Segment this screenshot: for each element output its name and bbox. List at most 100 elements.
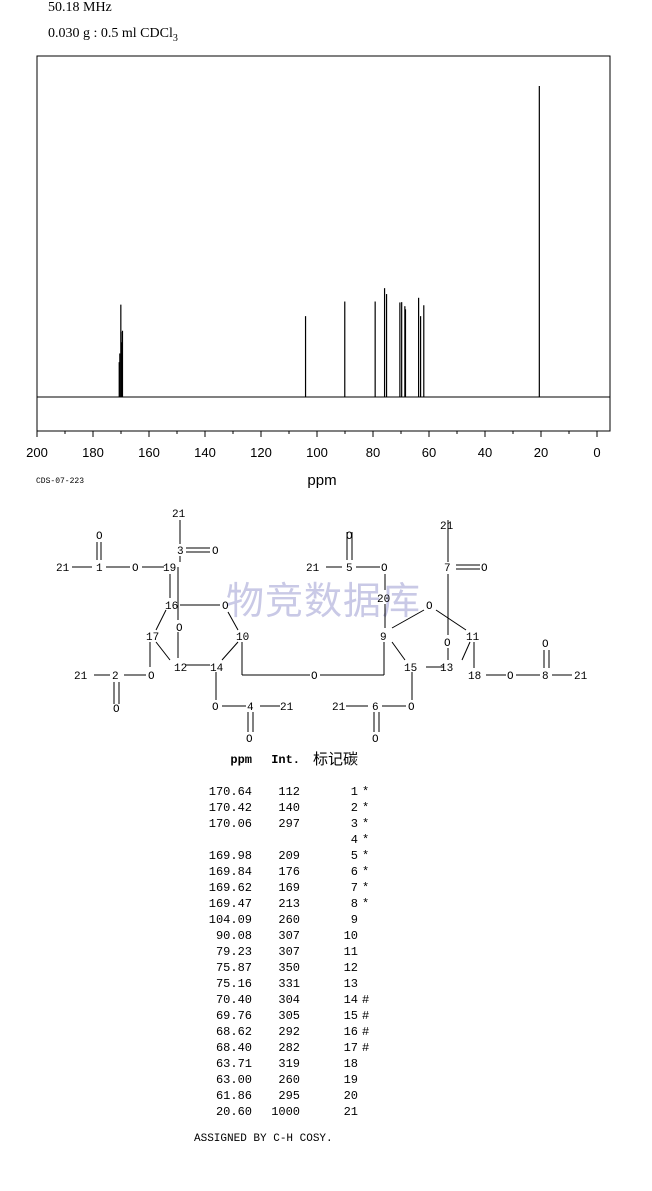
table-row: 104.09 260 9 xyxy=(196,912,382,928)
cell-int: 260 xyxy=(278,1073,300,1087)
sample-label: 0.030 g : 0.5 ml CDCl3 xyxy=(48,26,178,44)
table-row: 170.06 297 3 * xyxy=(196,816,382,832)
cell-int: 169 xyxy=(278,881,300,895)
atom-16: 16 xyxy=(165,601,178,613)
x-tick-label: 0 xyxy=(593,445,600,460)
atom-9: 9 xyxy=(380,632,387,644)
cell-ppm: 170.06 xyxy=(208,817,252,831)
atom-6: 6 xyxy=(372,702,379,714)
table-row: 170.42 140 2 * xyxy=(196,800,382,816)
atom-13: 13 xyxy=(440,663,453,675)
peak-rows: 170.64 112 1 * 170.42 140 2 * 170.06 297 3 * 4 * 169.9… xyxy=(196,784,382,1120)
cell-int: 295 xyxy=(278,1089,300,1103)
cell-mark xyxy=(358,912,382,928)
cell-ppm: 63.71 xyxy=(215,1057,252,1071)
table-row: 69.76 305 15 # xyxy=(196,1008,382,1024)
atom-o: O xyxy=(507,671,514,683)
cell-ppm: 79.23 xyxy=(215,945,252,959)
atom-o: O xyxy=(346,531,353,543)
atom-o: O xyxy=(212,702,219,714)
atom-2: 2 xyxy=(112,671,119,683)
cell-mark xyxy=(358,1056,382,1072)
table-row: 169.62 169 7 * xyxy=(196,880,382,896)
cell-ppm: 169.62 xyxy=(208,881,252,895)
cell-carbon: 2 xyxy=(350,801,358,815)
cell-mark: # xyxy=(362,1009,370,1023)
cell-int: 307 xyxy=(278,929,300,943)
atom-3: 3 xyxy=(177,546,184,558)
cell-carbon: 17 xyxy=(343,1041,358,1055)
nmr-spectrum-chart: 200 180 160 140 120 100 80 60 40 20 0 ppm CDS-07-2… xyxy=(26,55,611,489)
atom-10: 10 xyxy=(236,632,249,644)
cell-int: 1000 xyxy=(271,1105,300,1119)
atom-o: O xyxy=(311,671,318,683)
cell-ppm: 61.86 xyxy=(215,1089,252,1103)
cell-carbon: 9 xyxy=(350,913,358,927)
atom-21: 21 xyxy=(172,509,186,521)
atom-o: O xyxy=(132,563,139,575)
atom-21: 21 xyxy=(306,563,320,575)
x-tick-label: 180 xyxy=(82,445,104,460)
cell-mark: * xyxy=(362,833,370,847)
cell-ppm: 170.42 xyxy=(208,801,252,815)
header-ppm: ppm xyxy=(230,753,252,767)
cell-int: 305 xyxy=(278,1009,300,1023)
table-row: 70.40 304 14 # xyxy=(196,992,382,1008)
table-row: 68.62 292 16 # xyxy=(196,1024,382,1040)
atom-o: O xyxy=(542,639,549,651)
atom-o: O xyxy=(148,671,155,683)
cell-mark: # xyxy=(362,1041,370,1055)
compound-code: CDS-07-223 xyxy=(36,477,84,486)
atom-o: O xyxy=(212,546,219,558)
peak-table: ppm Int. 标记碳 170.64 112 1 * 170.42 140 2 * 170.0… xyxy=(196,752,382,1120)
cell-ppm: 69.76 xyxy=(215,1009,252,1023)
cell-ppm: 68.40 xyxy=(215,1041,252,1055)
cell-ppm: 90.08 xyxy=(215,929,252,943)
table-row: 75.16 331 13 xyxy=(196,976,382,992)
cell-mark xyxy=(358,960,382,976)
assigned-note: ASSIGNED BY C-H COSY. xyxy=(194,1133,333,1145)
header-int: Int. xyxy=(271,753,300,767)
watermark: 物竞数据库 xyxy=(226,581,422,623)
cell-int: 213 xyxy=(278,897,300,911)
cell-carbon: 8 xyxy=(350,897,358,911)
cell-ppm: 75.87 xyxy=(215,961,252,975)
cell-carbon: 16 xyxy=(343,1025,358,1039)
cell-ppm: 169.98 xyxy=(208,849,252,863)
cell-carbon: 11 xyxy=(343,945,358,959)
peak-table-grid: ppm Int. 标记碳 170.64 112 1 * 170.42 140 2 * 170.0… xyxy=(196,752,382,1120)
cell-carbon: 4 xyxy=(350,833,358,847)
cell-mark: * xyxy=(362,865,370,879)
cell-carbon: 21 xyxy=(343,1105,358,1119)
atom-21: 21 xyxy=(280,702,294,714)
cell-ppm: 169.84 xyxy=(208,865,252,879)
bonds xyxy=(72,520,572,732)
peaks-group xyxy=(118,86,540,397)
atom-o: O xyxy=(444,638,451,650)
cell-carbon: 19 xyxy=(343,1073,358,1087)
cell-mark xyxy=(358,928,382,944)
cell-int: 292 xyxy=(278,1025,300,1039)
x-tick-label: 120 xyxy=(250,445,272,460)
x-tick-label: 20 xyxy=(534,445,548,460)
cell-mark: * xyxy=(362,881,370,895)
atom-21: 21 xyxy=(574,671,588,683)
atom-20: 20 xyxy=(377,594,390,606)
header-carbon: 标记碳 xyxy=(312,751,358,768)
cell-mark: * xyxy=(362,897,370,911)
cell-carbon: 14 xyxy=(343,993,358,1007)
cell-int: 282 xyxy=(278,1041,300,1055)
cell-carbon: 18 xyxy=(343,1057,358,1071)
sample-subscript: 3 xyxy=(172,32,178,44)
atom-21: 21 xyxy=(332,702,346,714)
atom-o: O xyxy=(176,623,183,635)
cell-int: 260 xyxy=(278,913,300,927)
cell-ppm: 104.09 xyxy=(208,913,252,927)
cell-carbon: 15 xyxy=(343,1009,358,1023)
table-row: 61.86 295 20 xyxy=(196,1088,382,1104)
cell-carbon: 20 xyxy=(343,1089,358,1103)
atom-8: 8 xyxy=(542,671,549,683)
atom-o: O xyxy=(426,601,433,613)
cell-int: 350 xyxy=(278,961,300,975)
table-row: 169.47 213 8 * xyxy=(196,896,382,912)
